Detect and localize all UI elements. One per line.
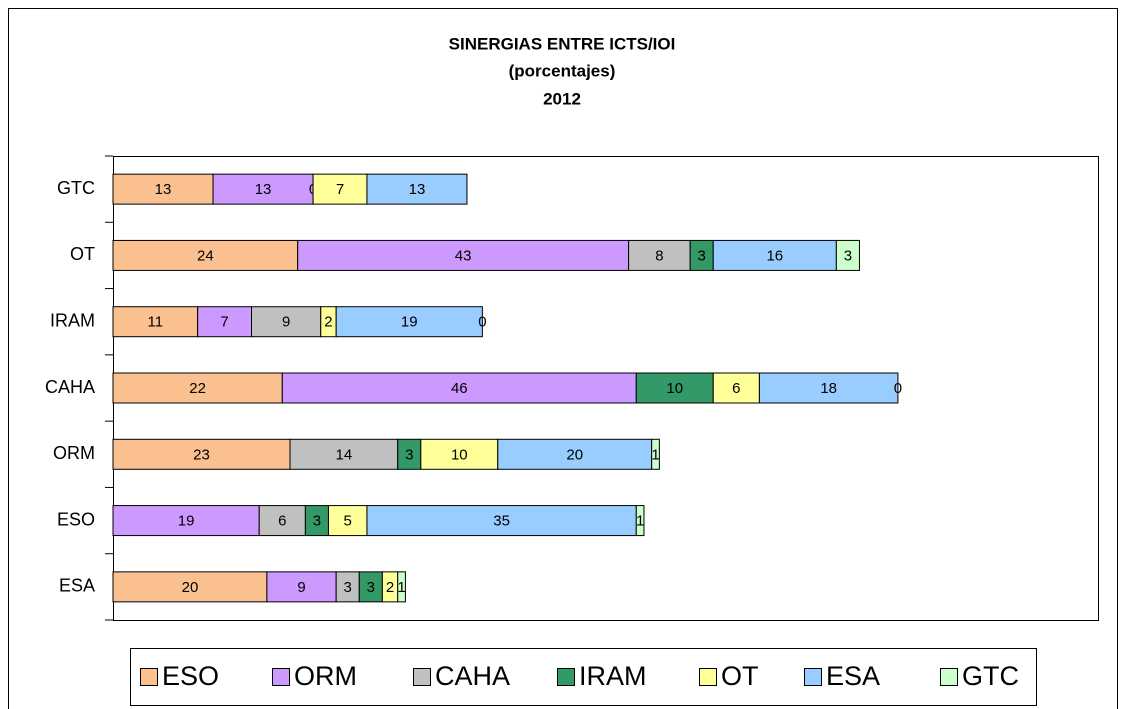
y-tick-label: ESA <box>59 576 95 596</box>
data-label: 3 <box>367 579 375 596</box>
data-label: 9 <box>282 314 290 331</box>
data-label: 46 <box>451 380 468 397</box>
data-label: 18 <box>820 380 837 397</box>
data-label: 13 <box>409 181 426 198</box>
data-label: 7 <box>220 314 228 331</box>
data-label: 20 <box>566 446 583 463</box>
data-label: 3 <box>698 247 706 264</box>
data-label: 3 <box>313 513 321 530</box>
data-label: 2 <box>386 579 394 596</box>
data-label: 35 <box>493 513 510 530</box>
data-label: 6 <box>278 513 286 530</box>
bar-segment <box>297 239 630 271</box>
y-tick-label: CAHA <box>45 377 95 397</box>
y-tick-label: ORM <box>53 443 95 463</box>
legend-swatch <box>557 668 575 686</box>
data-label: 20 <box>182 579 199 596</box>
data-label: 3 <box>844 247 852 264</box>
y-tick-label: ESO <box>57 509 95 529</box>
data-label: 13 <box>155 181 172 198</box>
data-label: 6 <box>732 380 740 397</box>
bar-segment <box>258 505 306 537</box>
chart-frame <box>8 8 1118 709</box>
bar-segment <box>835 239 860 271</box>
bar-segment <box>497 438 653 470</box>
legend-swatch <box>699 668 717 686</box>
bar-segment <box>281 372 637 404</box>
data-label: 43 <box>455 247 472 264</box>
chart-subtitle: (porcentajes) <box>509 61 616 80</box>
data-label: 1 <box>636 513 644 530</box>
legend-swatch <box>140 668 158 686</box>
bar-segment <box>651 438 660 470</box>
bar-segment <box>197 306 253 338</box>
data-label: 3 <box>405 446 413 463</box>
bar-segment <box>212 173 314 205</box>
bar-segment <box>635 372 714 404</box>
data-label: 19 <box>178 513 195 530</box>
data-label: 0 <box>894 380 902 397</box>
data-label: 1 <box>397 579 405 596</box>
y-tick-label: IRAM <box>50 310 95 330</box>
data-label: 7 <box>336 181 344 198</box>
data-label: 19 <box>401 314 418 331</box>
legend-swatch <box>804 668 822 686</box>
legend-swatch <box>272 668 290 686</box>
bar-segment <box>251 306 322 338</box>
legend-label: IRAM <box>579 661 647 691</box>
data-label: 9 <box>297 579 305 596</box>
data-label: 13 <box>255 181 272 198</box>
bar-segment <box>758 372 899 404</box>
bar-segment <box>112 438 291 470</box>
chart-year: 2012 <box>543 89 581 108</box>
data-label: 16 <box>766 247 783 264</box>
y-tick-label: OT <box>70 244 95 264</box>
data-label: 14 <box>336 446 353 463</box>
legend-label: GTC <box>962 661 1019 691</box>
data-label: 3 <box>344 579 352 596</box>
bar-segment <box>712 239 837 271</box>
bar-segment <box>112 372 283 404</box>
data-label: 1 <box>651 446 659 463</box>
legend-swatch <box>940 668 958 686</box>
bar-segment <box>335 306 483 338</box>
data-label: 23 <box>193 446 210 463</box>
data-label: 5 <box>344 513 352 530</box>
legend-label: OT <box>721 661 759 691</box>
bar-segment <box>112 571 268 603</box>
bar-segment <box>112 173 214 205</box>
legend-swatch <box>413 668 431 686</box>
data-label: 10 <box>451 446 468 463</box>
legend-label: ORM <box>294 661 357 691</box>
data-label: 2 <box>324 314 332 331</box>
y-tick-label: GTC <box>57 178 95 198</box>
data-label: 22 <box>189 380 206 397</box>
bar-segment <box>366 173 468 205</box>
legend-label: ESO <box>162 661 219 691</box>
data-label: 10 <box>666 380 683 397</box>
legend-label: ESA <box>826 661 880 691</box>
bar-segment <box>635 505 645 537</box>
data-label: 0 <box>478 314 486 331</box>
bar-segment <box>397 571 406 603</box>
data-label: 8 <box>655 247 663 264</box>
legend-label: CAHA <box>435 661 510 691</box>
data-label: 24 <box>197 247 214 264</box>
bar-segment <box>112 505 260 537</box>
bar-segment <box>112 306 199 338</box>
bar-segment <box>420 438 499 470</box>
chart-title: SINERGIAS ENTRE ICTS/IOI <box>449 34 676 53</box>
data-label: 11 <box>148 314 164 331</box>
